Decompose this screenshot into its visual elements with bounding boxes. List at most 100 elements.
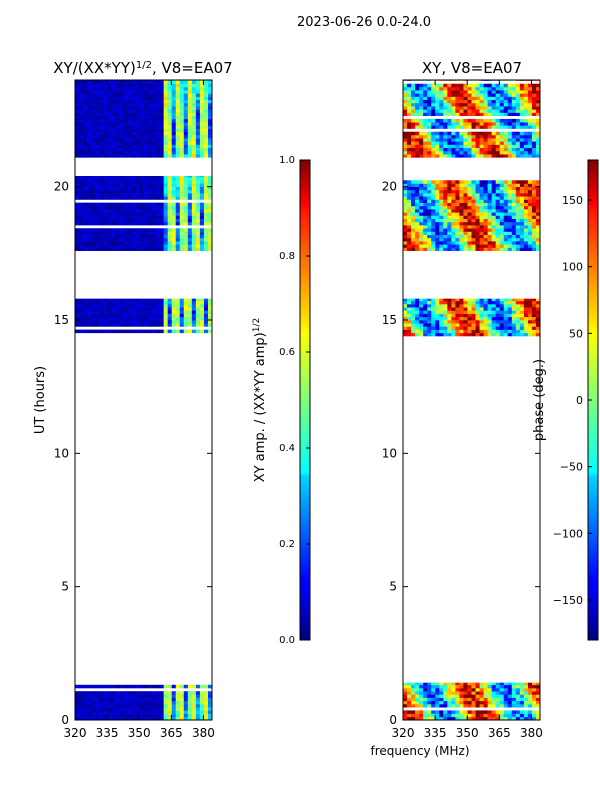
heatmap-cell [455,682,460,686]
heatmap-cell [107,134,112,139]
heatmap-cell [199,150,205,155]
y-tick-label: 20 [54,180,69,194]
heatmap-cell [535,86,540,91]
heatmap-cell [207,141,212,145]
heatmap-cell [147,90,152,94]
heatmap-cell [511,131,517,136]
heatmap-cell [531,96,537,101]
heatmap-cell [435,122,440,126]
heatmap-cell [431,682,436,686]
heatmap-cell [163,99,169,104]
heatmap-cell [159,196,165,200]
heatmap-cell [139,202,144,207]
heatmap-cell [523,154,529,158]
heatmap-cell [75,138,80,142]
heatmap-cell [455,691,460,695]
heatmap-cell [419,144,424,149]
heatmap-cell [491,199,497,203]
heatmap-cell [455,215,460,219]
heatmap-cell [427,147,432,152]
heatmap-cell [191,90,197,94]
heatmap-cell [107,329,112,334]
heatmap-cell [83,694,88,698]
heatmap-cell [483,316,489,321]
heatmap-cell [91,106,96,110]
heatmap-cell [139,320,144,324]
heatmap-cell [475,196,480,200]
heatmap-cell [491,231,497,235]
heatmap-cell [115,694,120,698]
heatmap-cell [519,96,525,101]
heatmap-cell [111,710,116,714]
heatmap-cell [103,86,108,91]
heatmap-cell [411,323,416,327]
heatmap-cell [479,202,484,207]
heatmap-cell [431,700,436,705]
heatmap-cell [491,141,497,145]
heatmap-cell [115,234,120,239]
heatmap-cell [163,118,169,123]
heatmap-cell [423,112,428,117]
heatmap-cell [511,102,517,107]
heatmap-cell [87,307,92,311]
heatmap-cell [419,83,424,88]
heatmap-cell [95,704,100,708]
heatmap-cell [91,323,96,327]
heatmap-cell [155,134,161,139]
heatmap-cell [531,234,537,239]
heatmap-cell [459,700,464,705]
heatmap-cell [407,682,412,686]
heatmap-cell [131,313,136,318]
heatmap-cell [487,183,493,187]
heatmap-cell [503,304,509,308]
heatmap-cell [423,218,428,223]
heatmap-cell [511,228,517,232]
heatmap-cell [123,710,128,714]
heatmap-cell [411,326,416,330]
heatmap-cell [155,86,161,91]
heatmap-cell [407,83,412,88]
heatmap-cell [471,118,476,123]
heatmap-cell [87,115,92,120]
heatmap-cell [403,112,408,117]
heatmap-cell [515,154,521,158]
heatmap-cell [463,150,468,155]
y-tick-label: 15 [382,313,397,327]
heatmap-cell [427,694,432,698]
heatmap-cell [415,326,420,330]
heatmap-cell [183,704,189,708]
heatmap-cell [531,329,537,334]
heatmap-cell [479,183,484,187]
heatmap-cell [163,86,169,91]
heatmap-cell [191,147,197,152]
heatmap-cell [451,684,456,689]
heatmap-cell [151,228,156,232]
heatmap-cell [415,86,420,91]
heatmap-cell [195,147,201,152]
heatmap-cell [455,154,460,158]
heatmap-cell [155,196,161,200]
heatmap-cell [163,234,169,239]
heatmap-cell [479,193,484,197]
heatmap-cell [459,298,464,302]
heatmap-cell [519,154,525,158]
heatmap-cell [167,244,173,248]
heatmap-cell [419,131,424,136]
heatmap-cell [131,247,136,251]
heatmap-cell [483,112,489,117]
heatmap-cell [91,231,96,235]
heatmap-cell [519,205,525,210]
heatmap-cell [455,93,460,97]
heatmap-cell [431,125,436,129]
heatmap-cell [175,115,181,120]
heatmap-cell [499,215,505,219]
heatmap-cell [483,193,489,197]
heatmap-cell [535,231,540,235]
heatmap-cell [167,241,173,245]
heatmap-cell [199,144,205,149]
heatmap-cell [119,231,124,235]
heatmap-cell [455,710,460,714]
heatmap-cell [75,193,80,197]
heatmap-cell [487,329,493,334]
heatmap-cell [95,228,100,232]
